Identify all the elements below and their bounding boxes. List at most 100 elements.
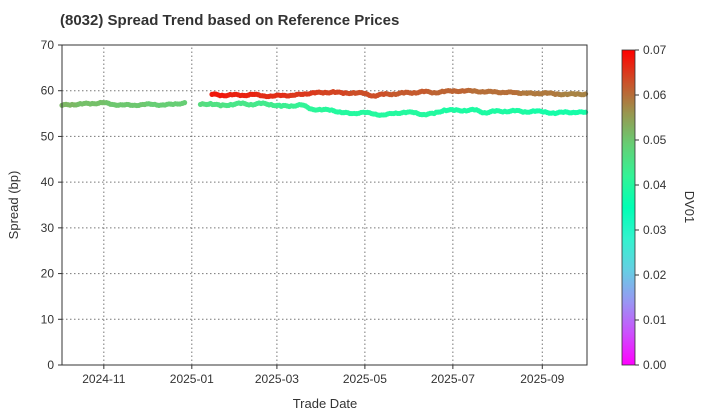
bond-a-point xyxy=(288,103,294,109)
bond-b-point xyxy=(441,89,447,95)
bond-b-point xyxy=(471,88,478,94)
bond-b-point xyxy=(239,92,245,98)
bond-a-point xyxy=(431,110,437,117)
bond-b-point xyxy=(300,91,306,97)
bond-a-point xyxy=(207,100,214,107)
y-tick-label: 0 xyxy=(47,358,54,372)
bond-b-point xyxy=(330,89,336,95)
bond-b-point xyxy=(481,89,488,95)
colorbar-tick-label: 0.07 xyxy=(643,43,667,57)
bond-a-point xyxy=(160,102,166,108)
bond-a-point xyxy=(370,111,377,117)
bond-a-point xyxy=(258,100,264,107)
bond-a-point xyxy=(181,100,188,106)
bond-b-point xyxy=(552,91,558,97)
bond-b-point xyxy=(360,90,367,97)
bond-b-point xyxy=(431,89,437,96)
x-tick-label: 2025-01 xyxy=(170,372,214,386)
x-tick-label: 2025-09 xyxy=(520,372,564,386)
bond-b-point xyxy=(451,88,457,94)
bond-b-point xyxy=(502,89,508,96)
bond-a-point xyxy=(228,101,234,108)
bond-a-point xyxy=(89,100,95,107)
bond-b-point xyxy=(391,91,397,97)
bond-a-point xyxy=(512,108,518,114)
bond-a-point xyxy=(268,101,274,108)
bond-a-point xyxy=(381,112,387,118)
chart-title: (8032) Spread Trend based on Reference P… xyxy=(60,12,399,29)
bond-a-point xyxy=(79,101,85,107)
bond-a-point xyxy=(329,107,335,113)
bond-a-point xyxy=(461,107,468,113)
bond-a-point xyxy=(421,111,427,118)
bond-a-point xyxy=(197,101,204,108)
bond-a-point xyxy=(349,110,355,117)
x-axis-label: Trade Date xyxy=(293,396,358,411)
points xyxy=(59,87,589,118)
bond-b-point xyxy=(370,93,377,99)
bond-b-point xyxy=(532,91,538,97)
bond-a-point xyxy=(339,110,345,116)
bond-a-point xyxy=(150,101,156,108)
bond-b-point xyxy=(280,92,286,98)
bond-a-point xyxy=(109,101,116,108)
bond-a-point xyxy=(130,102,136,108)
colorbar-label: DV01 xyxy=(682,191,697,224)
bond-a-point xyxy=(401,109,407,115)
bond-a-point xyxy=(522,109,528,115)
colorbar-tick-label: 0.00 xyxy=(643,358,667,372)
x-ticks: 2024-11 2025-01 2025-03 2025-05 2025-07 2025-… xyxy=(82,365,565,386)
bond-b-point xyxy=(411,89,417,96)
bond-a-point xyxy=(532,108,538,114)
bond-a-point xyxy=(298,102,305,108)
x-tick-label: 2025-07 xyxy=(431,372,475,386)
bond-b-point xyxy=(259,93,266,99)
bond-b-point xyxy=(209,91,215,97)
y-tick-label: 50 xyxy=(41,129,55,143)
bond-b-point xyxy=(562,91,568,97)
bond-b-point xyxy=(219,92,225,98)
bond-a-point xyxy=(308,106,315,112)
y-tick-label: 70 xyxy=(41,38,55,52)
bond-a-point xyxy=(471,107,478,113)
bond-a-point xyxy=(502,108,508,114)
bond-b-point xyxy=(310,89,316,96)
bond-b-point xyxy=(229,92,235,98)
bond-b-point xyxy=(290,92,296,98)
bond-b-point xyxy=(340,90,346,97)
bond-a-point xyxy=(140,101,146,108)
bond-a-point xyxy=(391,110,397,117)
bond-a-point xyxy=(492,108,498,114)
bond-b-point xyxy=(249,91,255,97)
bond-a-point xyxy=(562,109,568,115)
y-tick-label: 40 xyxy=(41,175,55,189)
bond-b-point xyxy=(512,89,518,96)
y-tick-label: 60 xyxy=(41,84,55,98)
bond-a-point xyxy=(481,110,488,116)
bond-b-point xyxy=(381,91,387,97)
colorbar xyxy=(621,49,636,366)
bond-b-point xyxy=(269,93,276,99)
y-axis-label: Spread (bp) xyxy=(6,171,21,240)
bond-b-point xyxy=(522,90,528,96)
bond-b-point xyxy=(350,89,356,96)
bond-b-point xyxy=(572,91,579,97)
bond-a-point xyxy=(119,102,126,108)
bond-a-point xyxy=(170,101,176,108)
bond-a-point xyxy=(319,107,325,113)
colorbar-tick-label: 0.03 xyxy=(643,223,667,237)
bond-a-point xyxy=(552,110,558,117)
y-tick-label: 20 xyxy=(41,267,55,281)
bond-a-point xyxy=(451,107,457,113)
colorbar-ticks: 0.00 0.01 0.02 0.03 0.04 0.05 0.06 0.07 xyxy=(635,43,667,372)
bond-a-point xyxy=(218,103,224,109)
colorbar-tick-label: 0.06 xyxy=(643,88,667,102)
bond-a-point xyxy=(278,103,284,109)
bond-a-point xyxy=(572,110,579,116)
colorbar-tick-label: 0.02 xyxy=(643,268,667,282)
plot-frame xyxy=(61,44,588,366)
bond-b-point xyxy=(421,89,427,95)
bond-b-point xyxy=(461,88,468,94)
